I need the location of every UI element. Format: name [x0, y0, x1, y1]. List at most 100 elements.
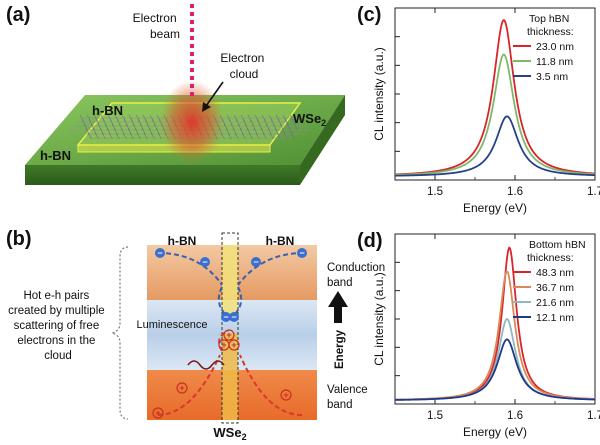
lattice-bond: [135, 114, 140, 122]
lattice-bond: [269, 132, 274, 140]
hbn-bottom-label: h-BN: [40, 148, 71, 163]
lattice-bond: [247, 114, 252, 122]
panel-b-label: (b): [6, 228, 32, 250]
lattice-bond: [155, 128, 160, 135]
lattice-bond: [293, 123, 298, 131]
legend-entry: 3.5 nm: [536, 71, 568, 83]
hbn-top-label: h-BN: [92, 103, 123, 118]
lattice-bond: [146, 123, 151, 131]
substrate-right-side: [300, 95, 345, 185]
lattice-bond: [230, 123, 235, 131]
svg-text:−: −: [223, 312, 228, 322]
lattice-bond: [241, 132, 246, 140]
cloud-pointer-arrow: [205, 81, 224, 107]
lattice-bond: [248, 132, 253, 140]
svg-text:−: −: [253, 257, 258, 267]
lattice-bond: [272, 123, 277, 131]
lattice-bond: [267, 128, 272, 135]
hbn-right-label: h-BN: [266, 234, 295, 248]
panel-a-diagram: Electron beam Electron cloud h-BN h-BN W…: [25, 4, 345, 185]
lattice-bond: [226, 114, 231, 122]
hot-eh-description: Hot e-h pairs created by multiple scatte…: [8, 290, 108, 362]
lattice-bond: [83, 123, 88, 131]
series-line-23-0-nm: [394, 19, 596, 176]
lattice-bond: [233, 114, 238, 122]
legend-entry: 11.8 nm: [536, 56, 573, 68]
lattice-bond: [277, 119, 282, 126]
lattice-bond: [225, 128, 230, 135]
y-axis-label: CL intensity (a.u.): [372, 47, 386, 141]
lattice-bond: [258, 123, 263, 131]
luminescence-wave: [187, 360, 225, 370]
legend-title-line-1: Top hBN: [529, 13, 569, 25]
electron-beam-label: Electron beam: [133, 11, 180, 41]
energy-arrow: [328, 291, 348, 323]
lattice-bond: [234, 132, 239, 140]
lattice-bond: [253, 128, 258, 135]
chart-d: 1.5 1.6 1.7 Energy (eV) CL intensity (a.u.) B…: [372, 233, 600, 439]
svg-text:+: +: [179, 383, 184, 393]
panel-d-label: (d): [357, 230, 383, 252]
wse2-outline: [221, 232, 239, 424]
lattice-bond: [85, 128, 90, 135]
lattice-bond: [157, 132, 162, 140]
lattice-bond: [143, 132, 148, 140]
lattice-bond: [232, 128, 237, 135]
svg-text:+: +: [221, 340, 226, 350]
series-line-11-8-nm: [394, 53, 596, 176]
lattice-bond: [223, 123, 228, 131]
legend-title-line-1: Bottom hBN: [529, 239, 586, 251]
lattice-bond: [97, 123, 102, 131]
lattice-bond: [254, 114, 259, 122]
lattice-bond: [282, 114, 287, 122]
lattice-bond: [151, 119, 156, 126]
lattice-bond: [128, 114, 133, 122]
svg-text:+: +: [283, 390, 288, 400]
lattice-bond: [108, 132, 113, 140]
svg-text:−: −: [231, 312, 236, 322]
lattice-bond: [123, 119, 128, 126]
legend-entry: 48.3 nm: [536, 267, 574, 279]
lattice-bond: [134, 128, 139, 135]
electrons: [155, 248, 307, 322]
lattice-bond: [156, 114, 161, 122]
lattice-bond: [235, 119, 240, 126]
lattice-bond: [95, 119, 100, 126]
description-brace: [111, 246, 129, 420]
series-line-3-5-nm: [394, 115, 596, 177]
substrate-side: [25, 165, 300, 185]
svg-text:+: +: [231, 340, 236, 350]
lattice-bond: [260, 128, 265, 135]
panel-a-label: (a): [6, 4, 31, 26]
x-tick-label: 1.6: [507, 186, 523, 198]
lattice-bond: [114, 114, 119, 122]
lattice-bond: [275, 114, 280, 122]
lattice-bond: [249, 119, 254, 126]
lattice-bond: [93, 114, 98, 122]
x-tick-label: 1.5: [427, 410, 443, 422]
lattice-bond: [239, 128, 244, 135]
x-tick-label: 1.7: [587, 186, 600, 198]
lattice-bond: [262, 132, 267, 140]
lattice-bond: [101, 132, 106, 140]
lattice-bond: [291, 119, 296, 126]
lattice-bond: [148, 128, 153, 135]
wse2-bottom-label: WSe2: [213, 425, 246, 442]
lattice-bond: [255, 132, 260, 140]
lattice-bond: [261, 114, 266, 122]
cloud-pointer-arrowhead: [202, 102, 211, 112]
x-tick-label: 1.7: [587, 410, 600, 422]
legend-entry: 12.1 nm: [536, 312, 574, 324]
y-axis-label: CL intensity (a.u.): [372, 272, 386, 366]
lattice-bond: [116, 119, 121, 126]
legend-title-line-2: thickness:: [527, 26, 574, 38]
lattice-bond: [107, 114, 112, 122]
conduction-band-label: Conduction band: [327, 262, 388, 289]
lattice-bond: [106, 128, 111, 135]
lattice-bond: [283, 132, 288, 140]
lattice-bond: [115, 132, 120, 140]
lattice-bond: [122, 132, 127, 140]
lattice-bond: [142, 114, 147, 122]
x-tick-label: 1.5: [427, 186, 443, 198]
lattice-bond: [120, 128, 125, 135]
